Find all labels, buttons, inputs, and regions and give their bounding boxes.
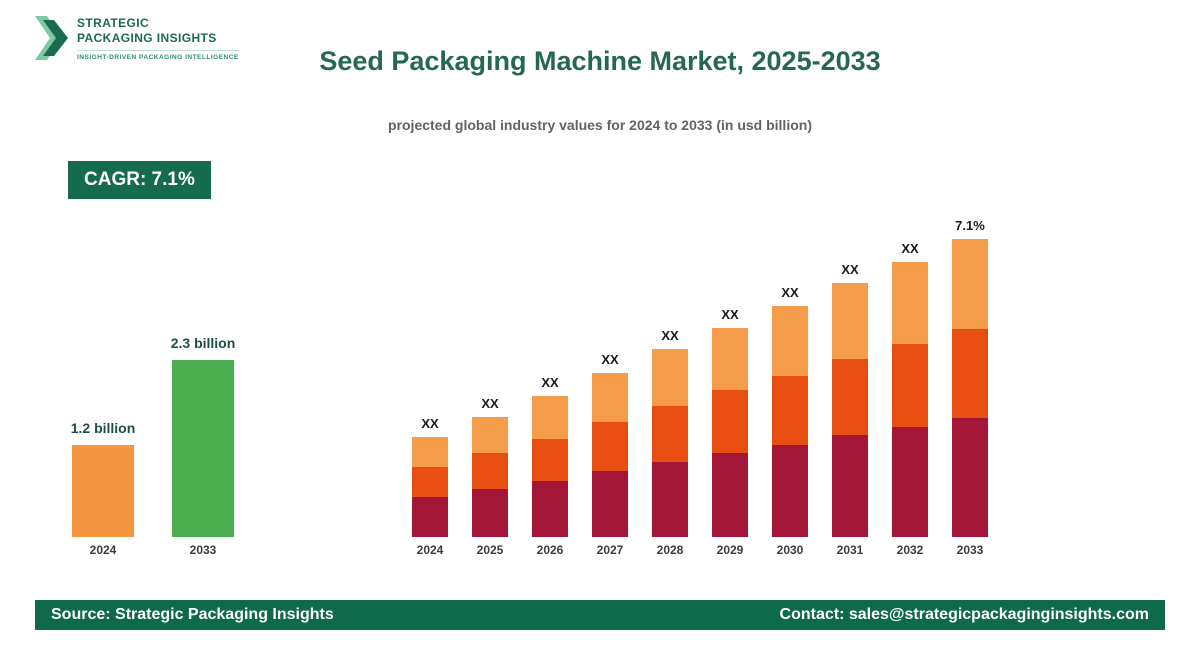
stacked-bar-column: XX 2029	[712, 307, 748, 557]
logo-chevron-icon	[35, 16, 68, 60]
bar-segment-bottom	[712, 453, 748, 537]
bar-segment-middle	[652, 406, 688, 462]
bar-segment-bottom	[532, 481, 568, 537]
stacked-bar-column: 7.1% 2033	[952, 218, 988, 557]
logo-line2: PACKAGING INSIGHTS	[77, 30, 217, 45]
logo-line1: STRATEGIC	[77, 15, 150, 30]
bar-segment-middle	[772, 376, 808, 445]
bar-segment-top	[472, 417, 508, 453]
bar-segment-top	[712, 328, 748, 390]
bar-segment-middle	[712, 390, 748, 453]
bar-segment-top	[952, 239, 988, 329]
mini-bar-column: 1.2 billion 2024	[70, 420, 136, 557]
stacked-bar-chart: XX 2024 XX 2025 XX 2026 XX 2027 XX 2028 XX 2029 XX 20…	[412, 200, 988, 557]
bar-value-label: 7.1%	[955, 218, 985, 233]
bar-segment-top	[652, 349, 688, 406]
bar-value-label: XX	[661, 328, 679, 343]
logo-text: STRATEGIC PACKAGING INSIGHTS INSIGHT-DRI…	[77, 16, 239, 61]
page-title: Seed Packaging Machine Market, 2025-2033	[319, 46, 881, 76]
bar-segment-top	[532, 396, 568, 439]
mini-bar-year-label: 2033	[189, 543, 217, 557]
bar-segment-top	[892, 262, 928, 344]
bar-segment-bottom	[412, 497, 448, 537]
bar-value-label: XX	[901, 241, 919, 256]
bar-segment-top	[832, 283, 868, 359]
cagr-badge: CAGR: 7.1%	[68, 161, 211, 199]
bar-segment-bottom	[652, 462, 688, 537]
bar-year-label: 2032	[896, 543, 924, 557]
bar-segment-middle	[592, 422, 628, 471]
bar-value-label: XX	[841, 262, 859, 277]
bar-segment-bottom	[832, 435, 868, 537]
bar-segment-bottom	[952, 418, 988, 537]
bar-segment-middle	[952, 329, 988, 418]
logo-tagline: INSIGHT-DRIVEN PACKAGING INTELLIGENCE	[77, 49, 239, 61]
bar-segment-top	[772, 306, 808, 376]
bar-year-label: 2025	[476, 543, 504, 557]
chart-subtitle: projected global industry values for 202…	[388, 117, 812, 133]
footer: Source: Strategic Packaging Insights Con…	[35, 600, 1165, 630]
bar-year-label: 2024	[416, 543, 444, 557]
stacked-bar-column: XX 2027	[592, 352, 628, 557]
bar-segment-bottom	[592, 471, 628, 537]
footer-contact: Contact: sales@strategicpackaginginsight…	[779, 606, 1149, 623]
bar-year-label: 2029	[716, 543, 744, 557]
bar-segment-middle	[532, 439, 568, 481]
stacked-bar-column: XX 2030	[772, 285, 808, 557]
bar-value-label: XX	[601, 352, 619, 367]
bar-year-label: 2027	[596, 543, 624, 557]
bar-year-label: 2026	[536, 543, 564, 557]
mini-bar-column: 2.3 billion 2033	[170, 335, 236, 557]
logo: STRATEGIC PACKAGING INSIGHTS INSIGHT-DRI…	[35, 14, 239, 62]
mini-bar-year-label: 2024	[89, 543, 117, 557]
bar-segment-middle	[472, 453, 508, 489]
bar-year-label: 2028	[656, 543, 684, 557]
bar-segment-bottom	[892, 427, 928, 537]
footer-source: Source: Strategic Packaging Insights	[51, 606, 334, 623]
stacked-bar-column: XX 2024	[412, 416, 448, 557]
bar-segment-middle	[832, 359, 868, 435]
bar-value-label: XX	[481, 396, 499, 411]
bar-year-label: 2030	[776, 543, 804, 557]
stacked-bar-column: XX 2031	[832, 262, 868, 557]
bar-segment-top	[592, 373, 628, 422]
mini-chart: 1.2 billion 2024 2.3 billion 2033	[70, 300, 236, 557]
bar-segment-middle	[412, 467, 448, 497]
stacked-bar-column: XX 2032	[892, 241, 928, 557]
bar-segment-top	[412, 437, 448, 467]
bar-segment-middle	[892, 344, 928, 427]
bar-value-label: XX	[721, 307, 739, 322]
bar-value-label: XX	[541, 375, 559, 390]
stacked-bar-column: XX 2028	[652, 328, 688, 557]
mini-bar-2033	[172, 360, 234, 537]
bar-year-label: 2033	[956, 543, 984, 557]
mini-bar-value-label: 2.3 billion	[170, 335, 236, 351]
stacked-bar-column: XX 2025	[472, 396, 508, 557]
mini-bar-2024	[72, 445, 134, 537]
mini-bar-value-label: 1.2 billion	[70, 420, 136, 436]
bar-value-label: XX	[421, 416, 439, 431]
bar-segment-bottom	[472, 489, 508, 537]
bar-value-label: XX	[781, 285, 799, 300]
bar-year-label: 2031	[836, 543, 864, 557]
bar-segment-bottom	[772, 445, 808, 537]
stacked-bar-column: XX 2026	[532, 375, 568, 557]
